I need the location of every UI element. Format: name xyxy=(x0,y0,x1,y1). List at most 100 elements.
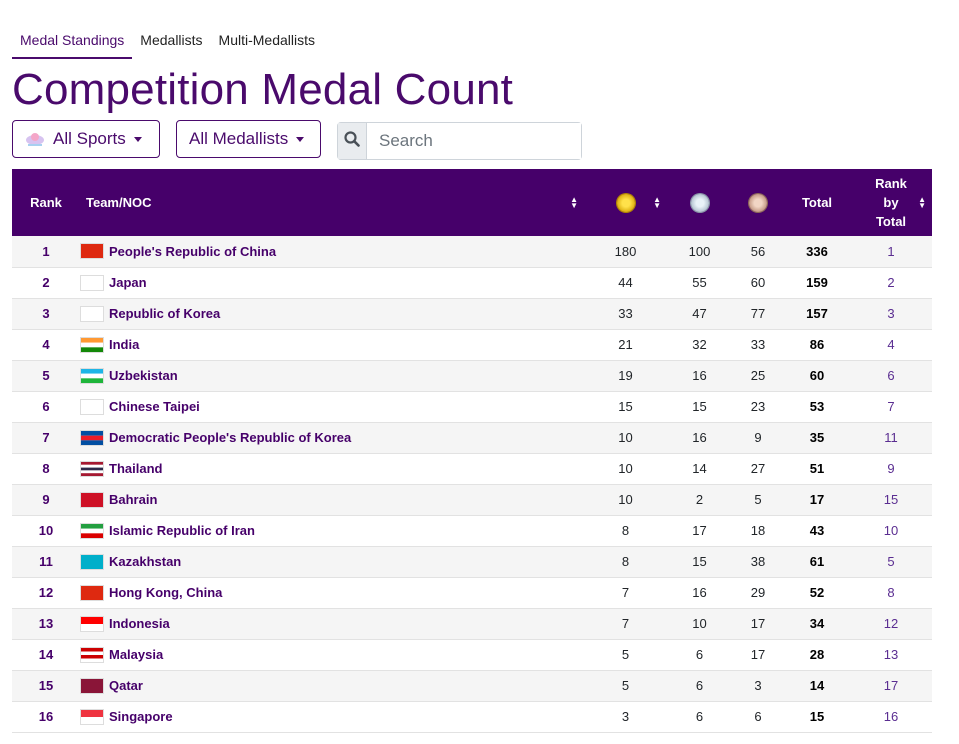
header-team[interactable]: Team/NOC ▲ ▼ xyxy=(80,169,584,236)
bronze-count: 9 xyxy=(754,430,762,445)
tab-medal-standings[interactable]: Medal Standings xyxy=(12,26,133,59)
flag-icon xyxy=(80,584,104,601)
total-count: 61 xyxy=(809,554,825,569)
table-row: 6 Chinese Taipei 15 15 23 53 7 xyxy=(12,391,932,422)
header-rank[interactable]: Rank xyxy=(30,195,62,210)
bronze-count: 18 xyxy=(750,523,766,538)
team-link[interactable]: Singapore xyxy=(80,708,584,725)
rank-cell: 3 xyxy=(42,306,50,321)
gold-count: 10 xyxy=(618,430,633,445)
rank-cell: 14 xyxy=(38,647,54,662)
table-row: 12 Hong Kong, China 7 16 29 52 8 xyxy=(12,577,932,608)
silver-count: 32 xyxy=(692,337,707,352)
flag-icon xyxy=(80,336,104,353)
header-rank-by-total-label: Rank by Total xyxy=(875,176,907,229)
header-gold[interactable]: ▲ ▼ xyxy=(584,169,667,236)
rank-cell: 10 xyxy=(38,523,54,538)
search-icon xyxy=(344,130,360,152)
team-link[interactable]: Malaysia xyxy=(80,646,584,663)
tab-medallists[interactable]: Medallists xyxy=(140,32,203,48)
header-total[interactable]: Total xyxy=(801,195,833,210)
flag-icon xyxy=(80,429,104,446)
bronze-count: 29 xyxy=(750,585,766,600)
search-button[interactable] xyxy=(338,123,367,159)
team-link[interactable]: Indonesia xyxy=(80,615,584,632)
rank-by-total: 6 xyxy=(887,368,895,383)
rank-cell: 6 xyxy=(42,399,50,414)
team-link[interactable]: Qatar xyxy=(80,677,584,694)
team-name: Uzbekistan xyxy=(109,368,178,383)
total-count: 53 xyxy=(809,399,825,414)
medallists-dropdown-label: All Medallists xyxy=(189,129,289,148)
table-row: 9 Bahrain 10 2 5 17 15 xyxy=(12,484,932,515)
bronze-count: 3 xyxy=(754,678,762,693)
team-name: Indonesia xyxy=(109,616,170,631)
gold-count: 3 xyxy=(621,709,630,724)
table-row: 16 Singapore 3 6 6 15 16 xyxy=(12,701,932,732)
team-link[interactable]: India xyxy=(80,336,584,353)
team-name: Chinese Taipei xyxy=(109,399,200,414)
sports-dropdown[interactable]: All Sports xyxy=(12,120,160,158)
silver-medal-icon xyxy=(690,193,709,212)
rank-by-total: 17 xyxy=(883,678,899,693)
table-row: 5 Uzbekistan 19 16 25 60 6 xyxy=(12,360,932,391)
silver-count: 15 xyxy=(692,399,707,414)
silver-count: 16 xyxy=(692,585,707,600)
sports-logo-icon xyxy=(25,130,45,148)
rank-by-total: 16 xyxy=(883,709,899,724)
bronze-count: 17 xyxy=(750,616,766,631)
rank-by-total: 7 xyxy=(887,399,895,414)
gold-count: 8 xyxy=(621,523,630,538)
gold-count: 19 xyxy=(618,368,633,383)
rank-by-total: 1 xyxy=(887,243,895,259)
team-link[interactable]: Kazakhstan xyxy=(80,553,584,570)
rank-cell: 15 xyxy=(38,678,54,693)
medallists-dropdown[interactable]: All Medallists xyxy=(176,120,321,158)
chevron-down-icon xyxy=(133,136,142,142)
team-link[interactable]: Japan xyxy=(80,274,584,291)
gold-count: 10 xyxy=(618,461,633,476)
team-link[interactable]: Chinese Taipei xyxy=(80,398,584,415)
team-link[interactable]: Bahrain xyxy=(80,491,584,508)
table-row: 14 Malaysia 5 6 17 28 13 xyxy=(12,639,932,670)
flag-icon xyxy=(80,367,104,384)
header-rank-by-total[interactable]: Rank by Total ▲ ▼ xyxy=(850,169,932,236)
team-name: Islamic Republic of Iran xyxy=(109,523,255,538)
total-count: 43 xyxy=(809,523,825,538)
flag-icon xyxy=(80,677,104,694)
rank-by-total: 13 xyxy=(883,647,899,662)
table-row: 8 Thailand 10 14 27 51 9 xyxy=(12,453,932,484)
tab-multi-medallists[interactable]: Multi-Medallists xyxy=(218,32,316,48)
rank-cell: 12 xyxy=(38,585,54,600)
flag-icon xyxy=(80,491,104,508)
total-count: 157 xyxy=(806,306,828,321)
team-name: Singapore xyxy=(109,709,173,724)
tabs: Medal Standings Medallists Multi-Medalli… xyxy=(12,26,323,59)
flag-icon xyxy=(80,522,104,539)
table-row: 2 Japan 44 55 60 159 2 xyxy=(12,267,932,298)
silver-count: 10 xyxy=(692,616,707,631)
team-link[interactable]: Hong Kong, China xyxy=(80,584,584,601)
gold-count: 15 xyxy=(618,399,633,414)
flag-icon xyxy=(80,305,104,322)
team-name: Republic of Korea xyxy=(109,306,221,321)
search-input[interactable] xyxy=(367,123,581,159)
silver-count: 16 xyxy=(692,430,707,445)
team-name: People's Republic of China xyxy=(109,243,277,259)
team-link[interactable]: Thailand xyxy=(80,460,584,477)
bronze-count: 56 xyxy=(750,243,766,259)
header-silver[interactable] xyxy=(667,169,732,236)
team-link[interactable]: People's Republic of China xyxy=(80,243,584,260)
team-link[interactable]: Uzbekistan xyxy=(80,367,584,384)
total-count: 17 xyxy=(809,492,825,507)
rank-by-total: 2 xyxy=(887,275,895,290)
flag-icon xyxy=(80,460,104,477)
team-name: Hong Kong, China xyxy=(109,585,223,600)
bronze-count: 27 xyxy=(750,461,766,476)
team-link[interactable]: Islamic Republic of Iran xyxy=(80,522,584,539)
gold-count: 21 xyxy=(618,337,633,352)
team-link[interactable]: Democratic People's Republic of Korea xyxy=(80,429,584,446)
header-bronze[interactable] xyxy=(732,169,784,236)
table-row: 4 India 21 32 33 86 4 xyxy=(12,329,932,360)
team-link[interactable]: Republic of Korea xyxy=(80,305,584,322)
